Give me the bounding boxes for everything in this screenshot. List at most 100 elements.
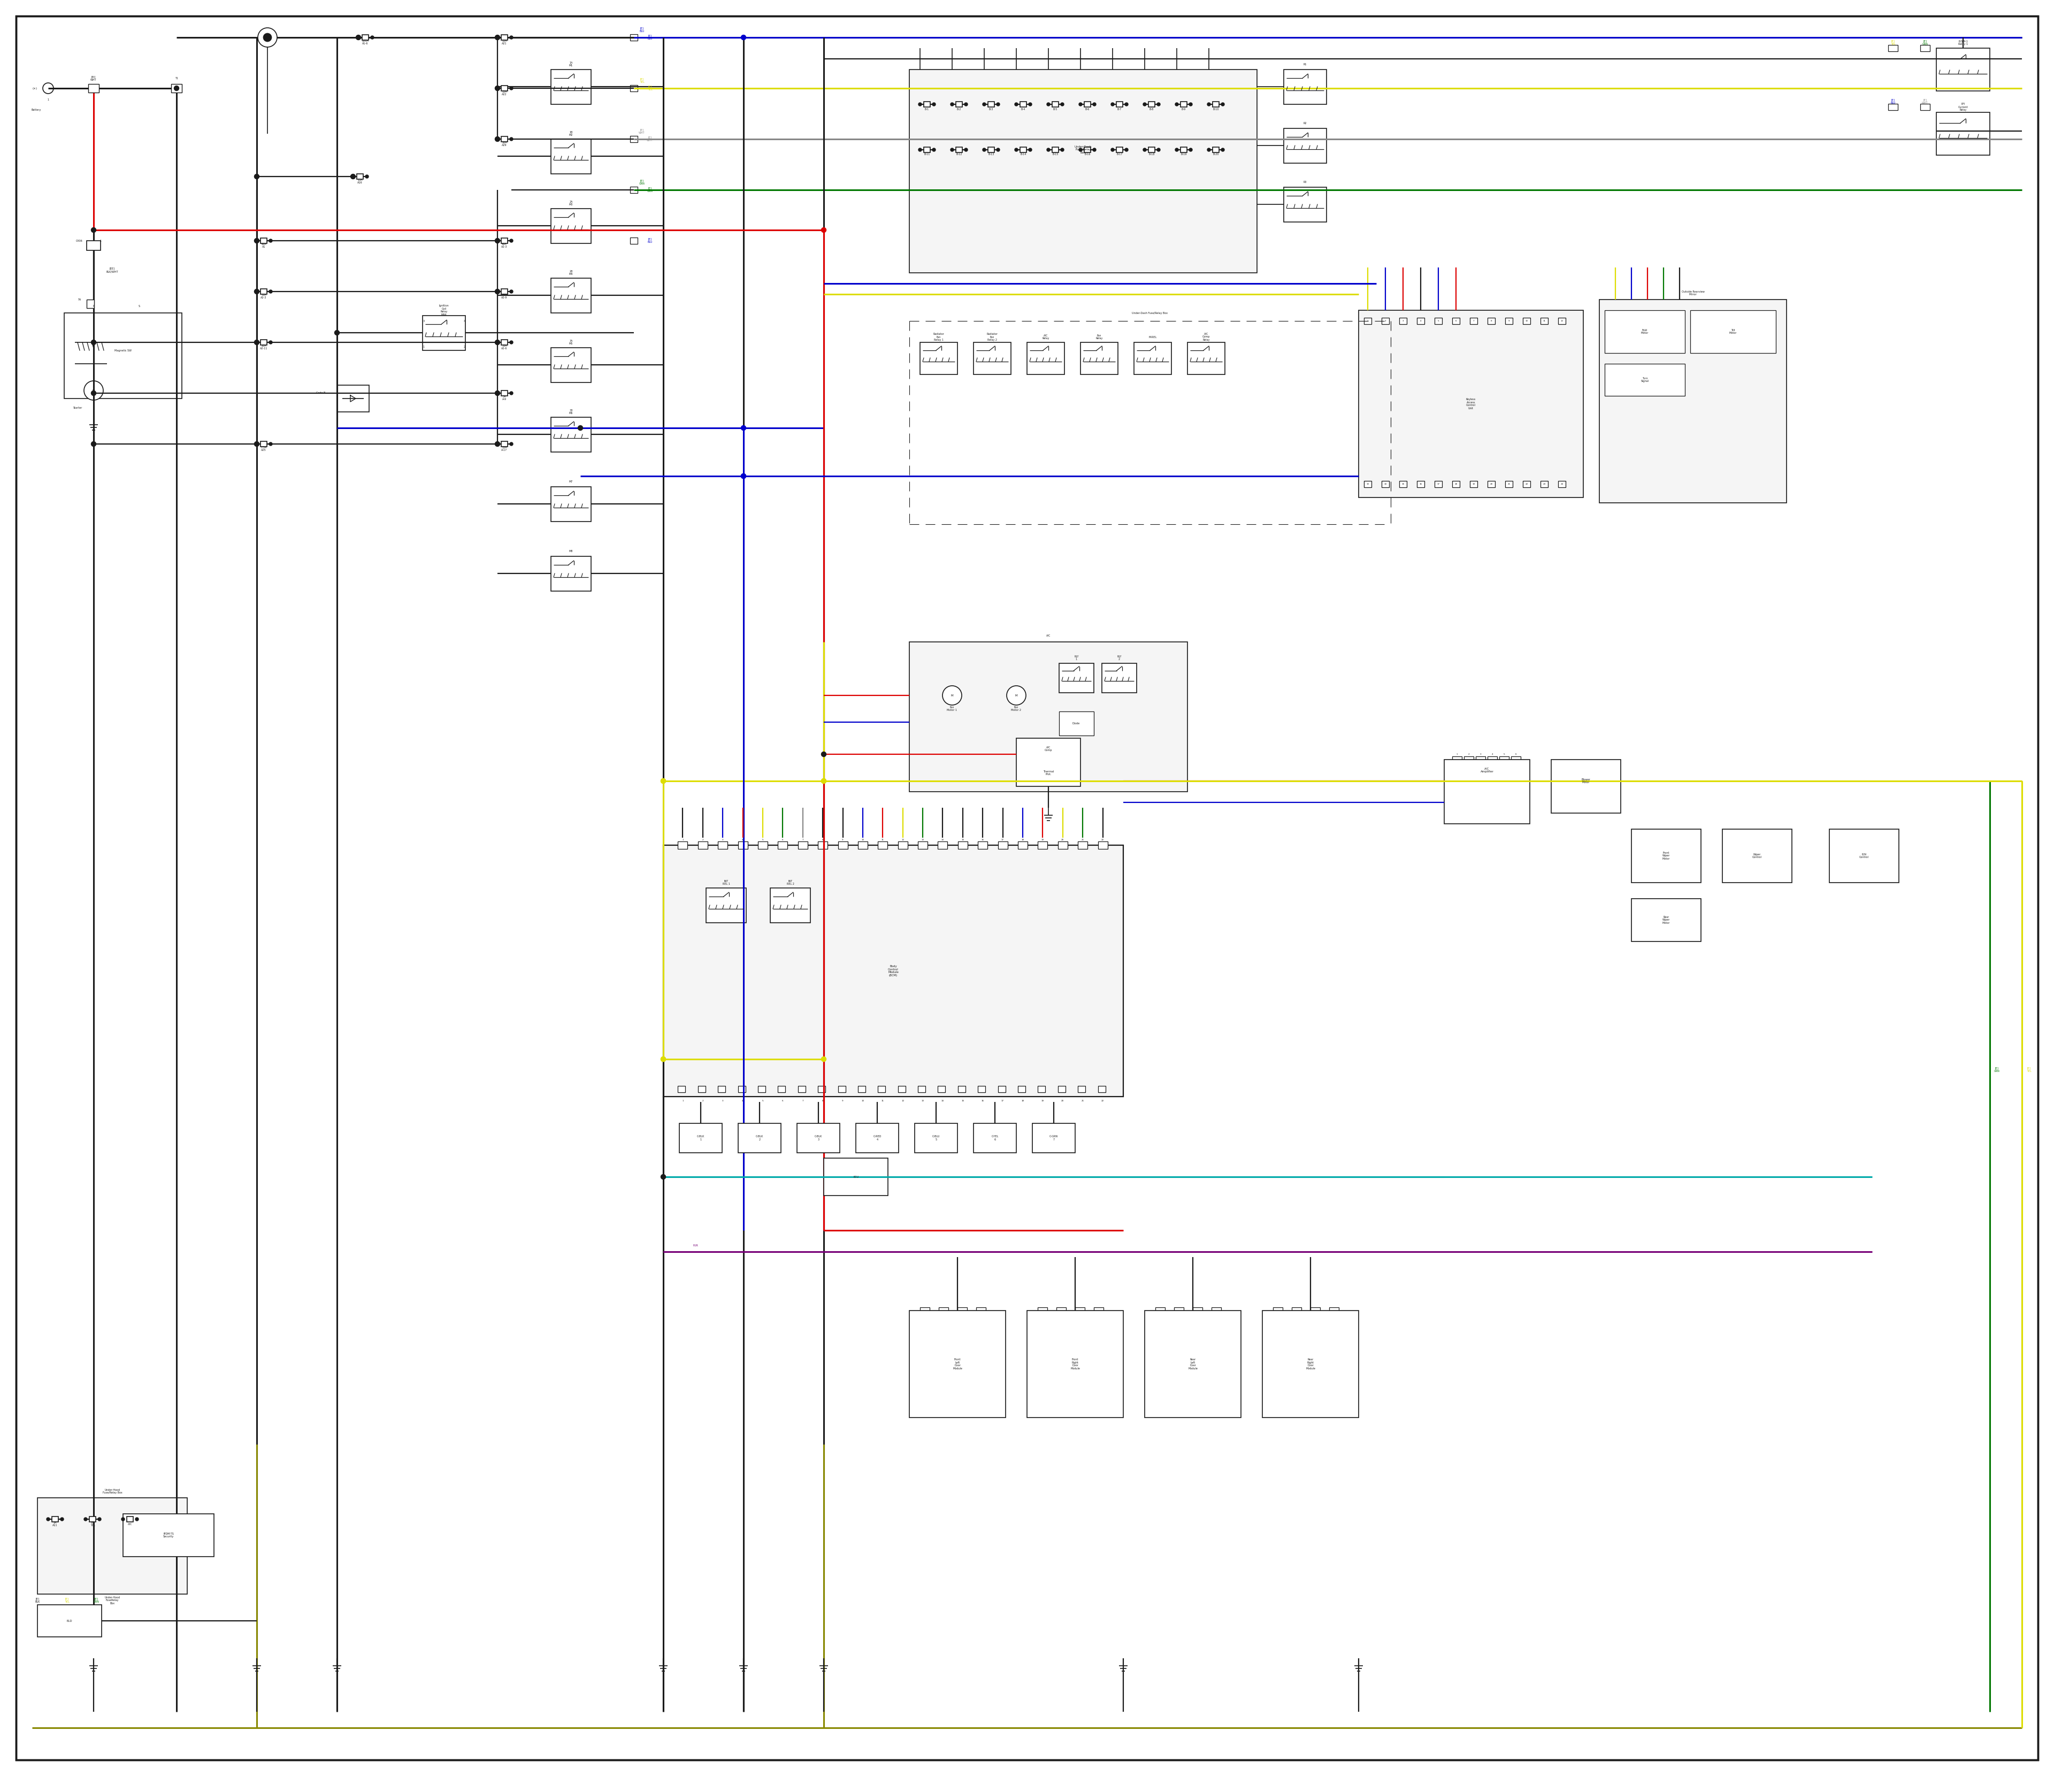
- Circle shape: [741, 473, 746, 478]
- Circle shape: [495, 289, 499, 294]
- Text: 3A
M5: 3A M5: [569, 339, 573, 346]
- Bar: [988, 102, 994, 108]
- Bar: [1559, 317, 1565, 324]
- Text: R3: R3: [1304, 181, 1306, 183]
- Bar: [501, 340, 507, 346]
- Bar: [127, 1516, 134, 1521]
- Text: B-10: B-10: [1212, 108, 1218, 111]
- Bar: [631, 34, 637, 41]
- Bar: [1434, 317, 1442, 324]
- Text: Magnetic SW: Magnetic SW: [115, 349, 131, 351]
- Text: Radiator
Fan
Relay 1: Radiator Fan Relay 1: [933, 333, 945, 342]
- Bar: [631, 238, 637, 244]
- Circle shape: [741, 425, 746, 430]
- Bar: [1144, 1310, 1241, 1417]
- Text: B-9: B-9: [1181, 108, 1185, 111]
- Bar: [1134, 342, 1171, 375]
- Text: Diode: Diode: [1072, 722, 1080, 724]
- Bar: [1512, 756, 1520, 763]
- Text: M: M: [951, 694, 953, 697]
- Circle shape: [996, 149, 1000, 151]
- Text: B-6: B-6: [1085, 108, 1091, 111]
- Bar: [1888, 104, 1898, 109]
- Text: [E]
GRN: [E] GRN: [92, 1598, 99, 1604]
- Bar: [898, 842, 908, 849]
- Bar: [423, 315, 466, 351]
- Bar: [1181, 102, 1187, 108]
- Text: 20: 20: [1062, 1100, 1064, 1102]
- Bar: [1434, 480, 1442, 487]
- Text: B-2: B-2: [957, 108, 961, 111]
- Bar: [37, 1606, 101, 1636]
- Text: [E]
WHT: [E] WHT: [647, 136, 653, 142]
- Circle shape: [1175, 149, 1179, 151]
- Circle shape: [1015, 102, 1019, 106]
- Text: T1: T1: [175, 77, 179, 81]
- Text: A/C
Comp
Relay: A/C Comp Relay: [1202, 333, 1210, 342]
- Text: B-3: B-3: [988, 108, 994, 111]
- Bar: [939, 1086, 945, 1093]
- Bar: [1019, 842, 1027, 849]
- Bar: [838, 842, 848, 849]
- Bar: [550, 418, 592, 452]
- Text: Fold
Motor: Fold Motor: [1641, 328, 1649, 335]
- Bar: [1056, 1308, 1066, 1314]
- Circle shape: [918, 149, 922, 151]
- Text: Starter: Starter: [72, 407, 82, 409]
- Text: 11: 11: [1543, 321, 1545, 323]
- Bar: [550, 140, 592, 174]
- Bar: [737, 842, 748, 849]
- Bar: [1723, 830, 1791, 883]
- Text: C-BLK
3: C-BLK 3: [815, 1134, 822, 1142]
- Text: B-13: B-13: [988, 154, 994, 156]
- Text: 16: 16: [982, 1100, 984, 1102]
- Circle shape: [1222, 102, 1224, 106]
- Text: Body
Control
Module
(BCM): Body Control Module (BCM): [887, 964, 898, 977]
- Circle shape: [263, 34, 271, 41]
- Text: 18: 18: [1021, 1100, 1025, 1102]
- Circle shape: [951, 149, 953, 151]
- Circle shape: [495, 86, 499, 91]
- Bar: [1037, 1308, 1048, 1314]
- Circle shape: [741, 36, 746, 39]
- Bar: [1920, 104, 1931, 109]
- Text: 40A
A2-3: 40A A2-3: [501, 242, 507, 249]
- Circle shape: [982, 102, 986, 106]
- Text: [E]
YEL: [E] YEL: [639, 77, 645, 84]
- Text: 24: 24: [1561, 484, 1563, 486]
- Bar: [1099, 1086, 1105, 1093]
- Text: [E]
YEL: [E] YEL: [647, 86, 653, 91]
- Circle shape: [1093, 149, 1097, 151]
- Bar: [920, 342, 957, 375]
- Bar: [86, 299, 94, 308]
- Bar: [737, 1086, 746, 1093]
- Circle shape: [60, 1518, 64, 1521]
- Bar: [1052, 147, 1058, 152]
- Text: 14: 14: [1384, 484, 1386, 486]
- Circle shape: [661, 1057, 665, 1061]
- Bar: [1604, 364, 1684, 396]
- Text: 23: 23: [1543, 484, 1547, 486]
- Text: Tilt
Motor: Tilt Motor: [1729, 328, 1738, 335]
- Circle shape: [1111, 102, 1113, 106]
- Bar: [817, 842, 828, 849]
- Text: ECU: ECU: [852, 1176, 859, 1177]
- Bar: [1027, 1310, 1124, 1417]
- Bar: [778, 1086, 785, 1093]
- Bar: [770, 889, 811, 923]
- Bar: [1631, 898, 1701, 941]
- Circle shape: [982, 149, 986, 151]
- Circle shape: [255, 443, 259, 446]
- Bar: [1085, 102, 1091, 108]
- Text: R1: R1: [1304, 63, 1306, 66]
- Bar: [698, 842, 707, 849]
- Text: Under-Dash Fuse/Relay Box: Under-Dash Fuse/Relay Box: [1132, 312, 1169, 315]
- Bar: [1506, 317, 1512, 324]
- Text: 20A
A2-11: 20A A2-11: [259, 344, 267, 349]
- Bar: [362, 34, 368, 39]
- Bar: [1830, 830, 1898, 883]
- Circle shape: [495, 392, 499, 394]
- Text: Under-Hood
Fuse/Relay Box: Under-Hood Fuse/Relay Box: [103, 1489, 121, 1495]
- Bar: [1021, 147, 1027, 152]
- Circle shape: [255, 238, 259, 242]
